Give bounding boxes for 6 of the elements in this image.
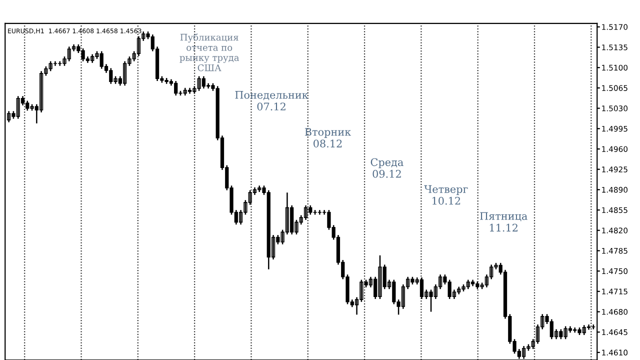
annotation: Среда 09.12 — [370, 158, 404, 178]
annotation: Четверг 10.12 — [424, 185, 468, 205]
annotation: Понедельник 07.12 — [235, 91, 308, 110]
annotation: Пятница 11.12 — [480, 212, 528, 232]
annotation: Вторник 08.12 — [304, 128, 352, 148]
annotation: Публикация отчета по рынку труда США — [180, 34, 240, 72]
